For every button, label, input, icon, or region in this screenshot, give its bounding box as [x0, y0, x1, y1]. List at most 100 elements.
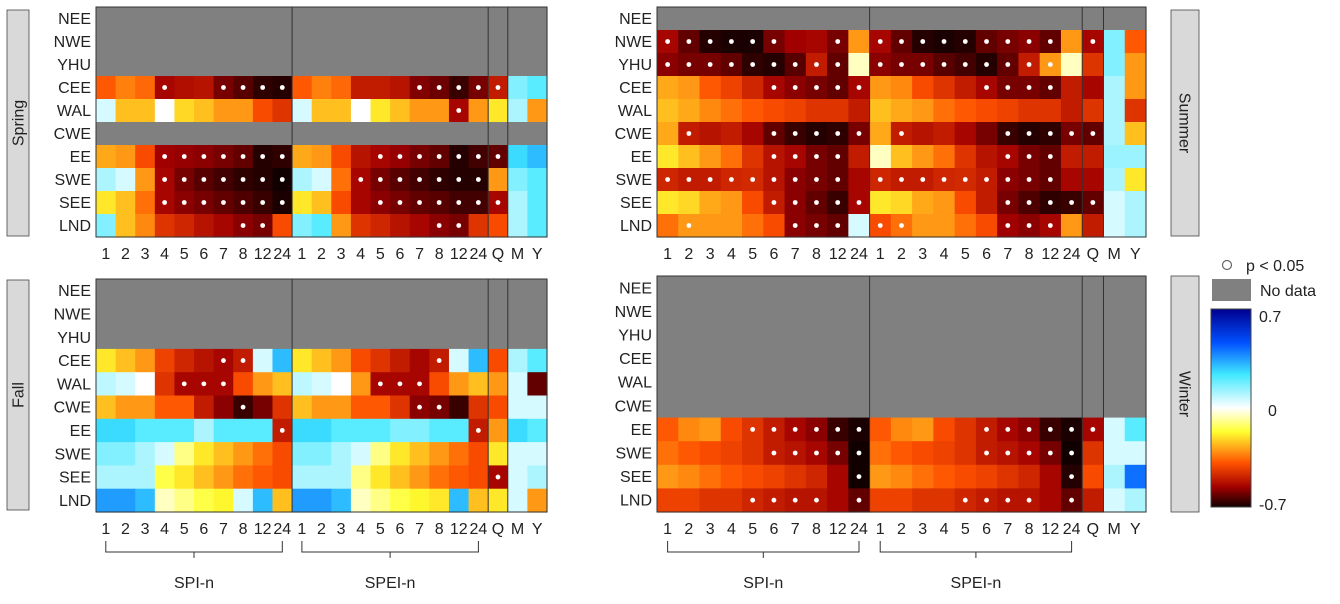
column-tick-label: 1 [663, 246, 672, 263]
heatmap-cell [933, 276, 956, 301]
heatmap-cell [784, 99, 807, 123]
heatmap-cell [720, 191, 743, 215]
significance-dot [984, 450, 989, 456]
heatmap-cell [742, 346, 764, 371]
heatmap-cell [933, 7, 956, 31]
column-tick-label: Q [492, 246, 504, 263]
heatmap-cell [954, 370, 977, 395]
panel-frame [95, 278, 548, 513]
column-tick-label: 6 [395, 521, 404, 538]
heatmap-cell [933, 99, 956, 123]
heatmap-cell [331, 99, 352, 123]
heatmap-cell [194, 53, 215, 77]
significance-marker-icon [1221, 259, 1233, 271]
heatmap-cell [135, 122, 156, 146]
significance-dot [814, 154, 819, 159]
significance-dot [181, 381, 187, 387]
heatmap-cell [311, 145, 332, 169]
heatmap-cell [174, 53, 195, 77]
heatmap-cell [699, 464, 722, 489]
heatmap-cell [1124, 323, 1147, 348]
column-tick-label: Q [492, 521, 504, 538]
heatmap-cell [1124, 53, 1147, 77]
heatmap-cell [154, 395, 176, 420]
heatmap-cell [233, 99, 254, 123]
significance-dot [877, 39, 883, 44]
heatmap-cell [409, 302, 430, 327]
heatmap-cell [527, 30, 548, 54]
significance-dot [162, 177, 168, 182]
heatmap-cell [527, 53, 548, 77]
heatmap-cell [657, 488, 679, 513]
region-tick-label: NWE [615, 34, 652, 51]
heatmap-cell [292, 302, 313, 327]
heatmap-cell [1082, 53, 1105, 77]
heatmap-cell [933, 346, 956, 371]
heatmap-cell [1039, 394, 1062, 419]
group-bracket [105, 541, 283, 558]
heatmap-cell [1103, 370, 1126, 395]
significance-dot [835, 62, 841, 67]
heatmap-cell [997, 346, 1020, 371]
heatmap-cell [488, 53, 509, 77]
heatmap-cell [311, 122, 332, 146]
column-tick-label: 2 [897, 521, 906, 538]
significance-dot [856, 427, 862, 432]
heatmap-cell [997, 370, 1020, 395]
heatmap-cell [488, 214, 509, 238]
heatmap-cell [135, 442, 156, 466]
group-bracket [667, 541, 860, 558]
heatmap-cell [954, 99, 977, 123]
significance-dot [771, 427, 777, 432]
column-tick-label: 4 [160, 521, 169, 538]
column-tick-label: 2 [317, 521, 326, 538]
heatmap-cell [657, 394, 679, 419]
heatmap-cell [742, 464, 764, 489]
heatmap-cell [848, 276, 871, 301]
heatmap-cell [1124, 7, 1147, 31]
heatmap-cell [784, 299, 807, 324]
heatmap-cell [292, 372, 313, 397]
heatmap-cell [527, 418, 548, 443]
heatmap-cell [272, 488, 293, 513]
heatmap-cell [954, 214, 977, 238]
heatmap-cell [890, 441, 913, 466]
column-tick-label: 3 [337, 246, 346, 263]
heatmap-cell [370, 7, 391, 31]
significance-dot [495, 474, 501, 480]
column-tick-label: 5 [180, 246, 189, 263]
significance-dot [814, 497, 819, 503]
significance-dot [984, 85, 989, 90]
heatmap-cell [975, 145, 998, 169]
significance-dot [456, 108, 462, 113]
heatmap-cell [507, 442, 528, 466]
heatmap-cell [311, 7, 332, 31]
significance-dot [835, 154, 841, 159]
heatmap-cell [135, 372, 156, 397]
heatmap-cell [468, 325, 489, 350]
heatmap-cell [115, 53, 136, 77]
heatmap-cell [135, 30, 156, 54]
heatmap-cell [527, 168, 548, 192]
heatmap-cell [331, 7, 352, 31]
heatmap-cell [488, 302, 509, 327]
column-tick-label: 8 [435, 246, 444, 263]
heatmap-cell [784, 276, 807, 301]
heatmap-cell [448, 30, 470, 54]
heatmap-cell [174, 214, 195, 238]
column-tick-label: 4 [356, 246, 365, 263]
significance-dot [729, 177, 734, 182]
significance-dot [686, 223, 692, 228]
heatmap-cell [657, 346, 679, 371]
heatmap-cell [488, 168, 509, 192]
heatmap-cell [272, 348, 293, 373]
heatmap-cell [331, 325, 352, 350]
significance-dot [377, 154, 383, 159]
column-tick-label: Q [1087, 521, 1099, 538]
heatmap-cell [699, 417, 722, 442]
significance-dot [899, 223, 904, 228]
column-tick-label: 7 [791, 521, 800, 538]
heatmap-cell [311, 168, 332, 192]
heatmap-cell [233, 122, 254, 146]
